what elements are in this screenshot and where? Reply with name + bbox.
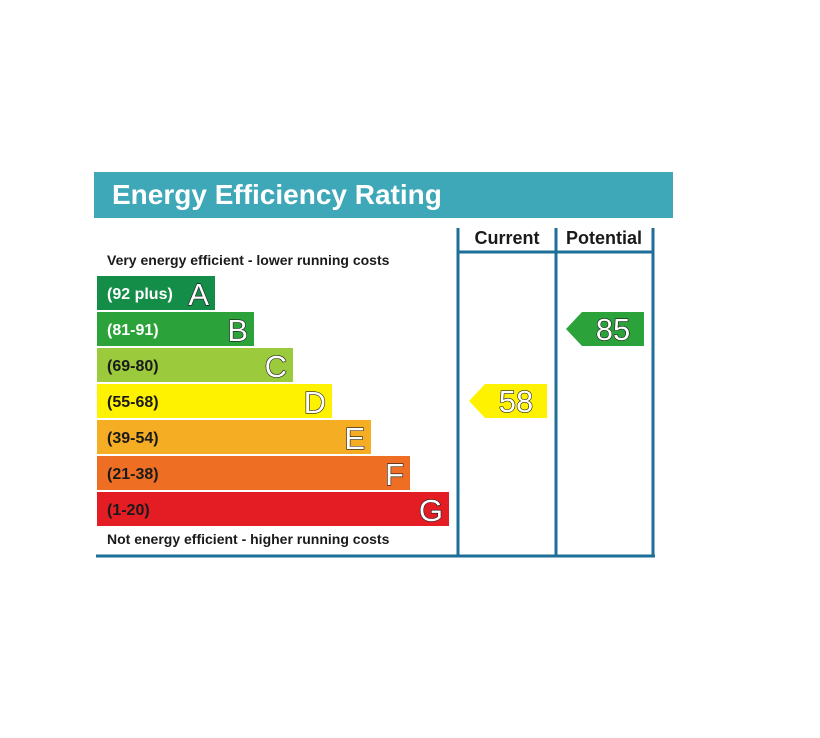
band-letter-d: D bbox=[304, 385, 326, 420]
current-rating-arrow bbox=[469, 384, 547, 418]
band-f: (21-38) F bbox=[97, 456, 410, 493]
band-bar-g bbox=[97, 492, 449, 526]
band-bar-f bbox=[97, 456, 410, 490]
band-range-d: (55-68) bbox=[107, 394, 159, 411]
top-note: Very energy efficient - lower running co… bbox=[107, 252, 390, 268]
band-letter-f: F bbox=[385, 457, 404, 492]
potential-rating-value: 85 bbox=[596, 312, 630, 347]
rating-bands: (92 plus) A(81-91) B(69-80) C(55-68) D(39-54… bbox=[97, 276, 449, 529]
rating-markers: 58 85 bbox=[469, 311, 644, 420]
band-d: (55-68) D bbox=[97, 384, 332, 421]
band-letter-c: C bbox=[265, 349, 287, 384]
band-a: (92 plus) A bbox=[97, 276, 215, 313]
band-c: (69-80) C bbox=[97, 348, 293, 385]
band-letter-b: B bbox=[227, 313, 248, 348]
band-range-c: (69-80) bbox=[107, 358, 159, 375]
chart-frame bbox=[96, 228, 655, 558]
band-range-e: (39-54) bbox=[107, 430, 159, 447]
band-range-a: (92 plus) bbox=[107, 286, 173, 303]
potential-rating-arrow bbox=[566, 312, 644, 346]
band-range-g: (1-20) bbox=[107, 502, 150, 519]
band-letter-a: A bbox=[188, 277, 209, 312]
band-bar-a bbox=[97, 276, 215, 310]
current-rating-marker: 58 bbox=[469, 383, 547, 420]
title-bar bbox=[94, 172, 673, 218]
current-rating-value: 58 bbox=[499, 384, 533, 419]
potential-column-header: Potential bbox=[566, 228, 642, 248]
band-bar-c bbox=[97, 348, 293, 382]
band-bar-b bbox=[97, 312, 254, 346]
band-range-b: (81-91) bbox=[107, 322, 159, 339]
band-bar-d bbox=[97, 384, 332, 418]
band-letter-e: E bbox=[344, 421, 365, 456]
band-e: (39-54) E bbox=[97, 420, 371, 457]
bottom-note: Not energy efficient - higher running co… bbox=[107, 531, 390, 547]
band-letter-g: G bbox=[419, 493, 443, 528]
band-bar-e bbox=[97, 420, 371, 454]
band-b: (81-91) B bbox=[97, 312, 254, 349]
chart-title: Energy Efficiency Rating bbox=[112, 179, 442, 210]
band-g: (1-20) G bbox=[97, 492, 449, 529]
band-range-f: (21-38) bbox=[107, 466, 159, 483]
current-column-header: Current bbox=[474, 228, 539, 248]
potential-rating-marker: 85 bbox=[566, 311, 644, 348]
